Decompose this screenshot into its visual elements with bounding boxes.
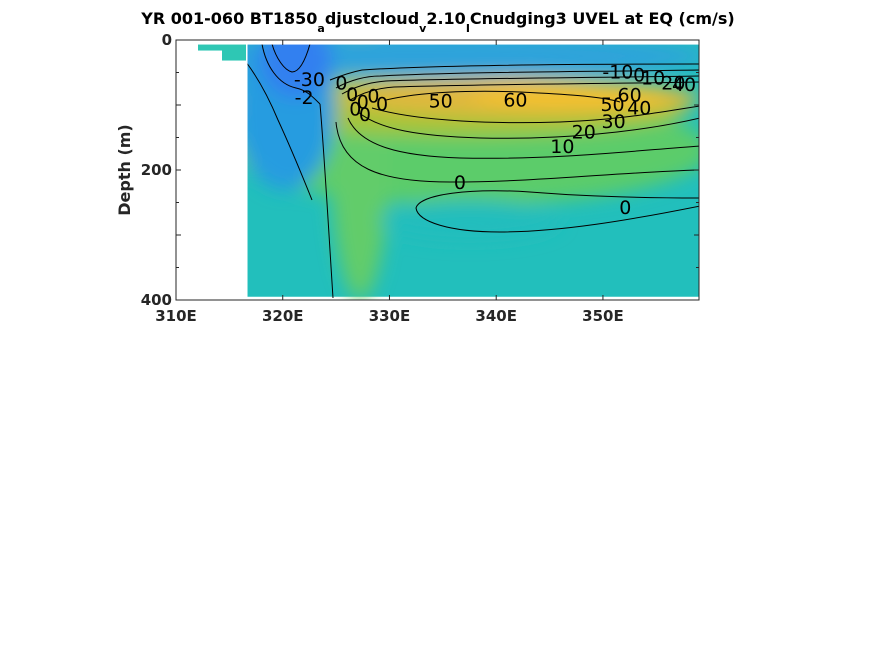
contour-label: 40 [627, 97, 651, 119]
contour-line [371, 105, 699, 124]
contour-label: 0 [346, 84, 358, 106]
title-part: djustcloud [325, 9, 419, 28]
title-subscript: v [419, 22, 427, 35]
contour-line [335, 69, 699, 89]
contour-lines [245, 43, 699, 299]
title-subscript: a [317, 22, 324, 35]
x-axis: 310E 320E 330E 340E 350E [155, 40, 624, 325]
contour-line [347, 117, 699, 159]
contour-label: 60 [618, 84, 642, 106]
contour-label: 0 [454, 172, 466, 194]
chart-title: YR 001-060 BT1850adjustcloudv2.10ICnudgi… [140, 9, 734, 35]
contour-label: -30 [294, 69, 325, 91]
contour-label: 10 [550, 136, 574, 158]
shelf-cell [222, 44, 246, 61]
shelf-cell [198, 44, 222, 51]
velocity-shading [176, 40, 699, 300]
y-tick-label: 400 [141, 291, 172, 309]
contour-label: 40 [672, 74, 696, 96]
x-tick-label: 330E [369, 307, 411, 325]
contour-line [261, 43, 321, 105]
contour-label: -2 [295, 87, 314, 109]
contour-label: 20 [572, 121, 596, 143]
x-tick-label: 320E [262, 307, 304, 325]
contour-label: 50 [429, 90, 453, 112]
contour-label: -10 [602, 62, 633, 84]
field-shade [260, 40, 332, 98]
land-mask [176, 40, 699, 45]
title-part: 2.10 [426, 9, 465, 28]
contour-line [385, 90, 621, 103]
contour-label: 60 [503, 90, 527, 112]
field-shade [380, 200, 560, 240]
contour-line [357, 111, 699, 139]
contour-line [329, 63, 699, 81]
velocity-field [176, 40, 699, 300]
contour-line [245, 61, 313, 201]
contour-label: 0 [367, 86, 379, 108]
contour-line [349, 81, 699, 101]
title-part: YR 001-060 BT1850 [140, 9, 317, 28]
land-mask [176, 40, 248, 300]
contour-label: 30 [602, 111, 626, 133]
y-tick-label: 200 [141, 161, 172, 179]
contour-label: 0 [335, 73, 347, 95]
contour-label: 50 [600, 94, 624, 116]
contour-label: 0 [619, 197, 631, 219]
title-subscript: I [466, 22, 470, 35]
contour-line [271, 43, 311, 73]
contour-label: 0 [359, 104, 371, 126]
contour-line [319, 103, 334, 299]
x-tick-label: 340E [475, 307, 517, 325]
y-tick-label: 0 [162, 31, 172, 49]
contour-label: 0 [376, 94, 388, 116]
x-tick-label: 350E [582, 307, 624, 325]
y-axis-label: Depth (m) [115, 124, 134, 216]
title-part: Cnudging3 UVEL at EQ (cm/s) [470, 9, 735, 28]
contour-label: 0 [349, 99, 361, 121]
contour-label: 0 [357, 92, 369, 114]
contour-line [415, 190, 699, 233]
x-tick-label: 310E [155, 307, 197, 325]
contour-label: 0 [633, 64, 645, 86]
contour-label: 10 [641, 68, 665, 90]
contour-line [335, 121, 699, 183]
contour-label: 20 [661, 73, 685, 95]
contour-line [341, 75, 699, 95]
